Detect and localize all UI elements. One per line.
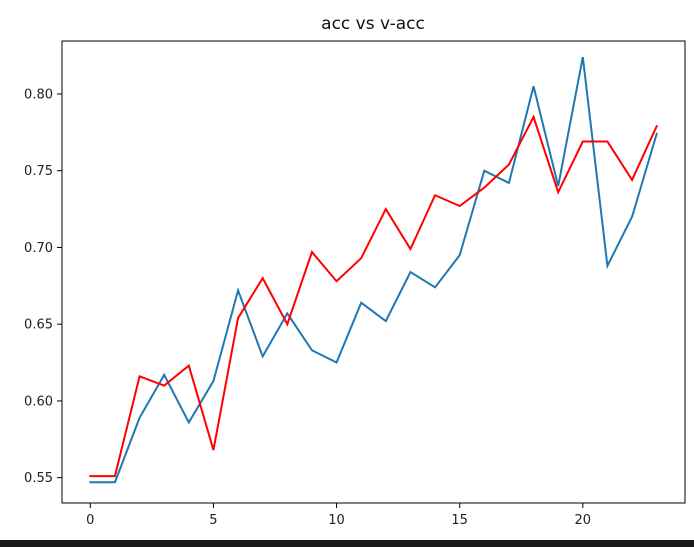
chart-title: acc vs v-acc <box>321 14 425 34</box>
series-line-1 <box>89 56 658 484</box>
x-tick-label: 5 <box>209 513 217 528</box>
x-tick-label: 10 <box>328 513 345 528</box>
y-tick-label: 0.75 <box>24 164 53 179</box>
y-tick-label: 0.65 <box>24 318 53 333</box>
x-tick-label: 0 <box>86 513 94 528</box>
window-bottom-bar <box>0 540 694 547</box>
axes-layer: 0.55 0.60 0.65 0.70 0.75 0.80 0 5 10 15 20 <box>24 87 591 528</box>
y-tick-label: 0.80 <box>24 87 53 102</box>
x-tick-label: 15 <box>451 513 468 528</box>
x-tick-label: 20 <box>575 513 592 528</box>
series-line-2 <box>89 114 659 478</box>
y-tick-label: 0.60 <box>24 394 53 409</box>
y-tick-label: 0.70 <box>24 241 53 256</box>
series-layer <box>89 56 659 484</box>
plot-area-frame <box>61 40 686 504</box>
y-tick-label: 0.55 <box>24 471 53 486</box>
